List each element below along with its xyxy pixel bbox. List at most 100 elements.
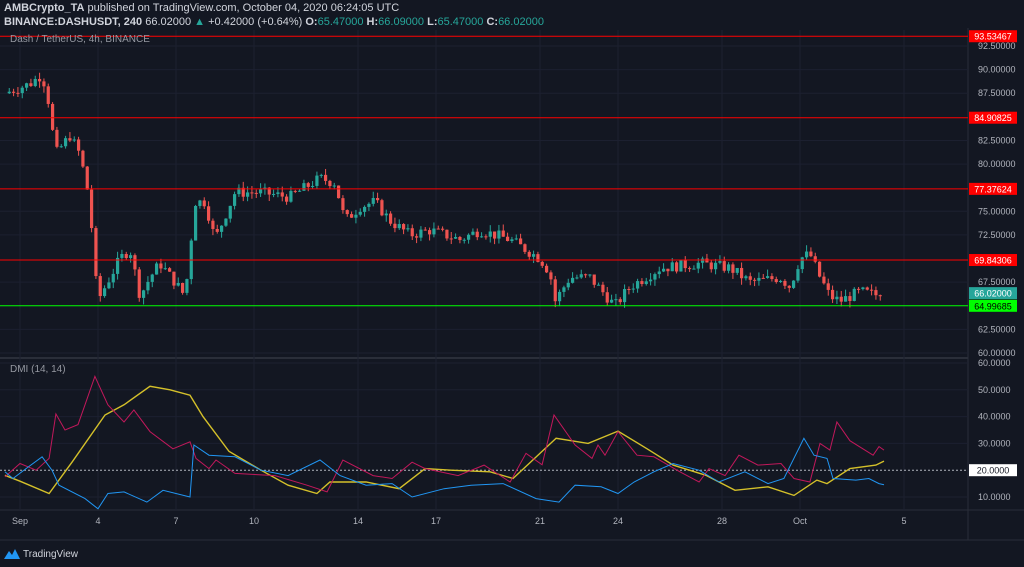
candle-body: [739, 267, 744, 279]
candle-body: [471, 231, 475, 235]
price-tick-label: 75.00000: [978, 206, 1016, 216]
candle-body: [397, 224, 401, 229]
candle-body: [445, 229, 449, 239]
candle-body: [258, 189, 263, 194]
candle-body: [692, 268, 696, 270]
candle-body: [778, 280, 783, 283]
candle-body: [830, 289, 835, 300]
close-label: C:: [486, 16, 499, 28]
last-price-label-bg: [969, 287, 1017, 300]
candle-body: [280, 192, 284, 197]
candle-body: [757, 277, 761, 281]
level-label-bg: [969, 254, 1017, 267]
candle-body: [276, 192, 280, 194]
level-label-bg: [969, 182, 1017, 195]
candle-body: [826, 283, 830, 290]
candle-body: [843, 296, 848, 302]
candle-body: [176, 283, 180, 286]
price-tick-label: 92.50000: [978, 41, 1016, 51]
candle-body: [514, 238, 518, 240]
dmi-tick-label: 60.0000: [978, 358, 1011, 368]
candle-body: [254, 192, 258, 194]
candle-body: [549, 272, 553, 280]
candle-body: [523, 244, 527, 252]
candle-body: [770, 276, 774, 280]
candle-body: [141, 290, 146, 298]
candle-body: [206, 206, 211, 221]
time-tick-label: 10: [249, 516, 259, 526]
candle-body: [293, 190, 297, 192]
candle-body: [817, 261, 822, 277]
last-price-label: 66.02000: [974, 289, 1012, 299]
open-value: 65.47000: [317, 16, 364, 28]
publisher-name[interactable]: AMBCrypto_TA: [4, 2, 85, 14]
candle-body: [865, 287, 869, 290]
candle-body: [341, 198, 345, 211]
candle-body: [458, 236, 462, 241]
candle-body: [848, 296, 852, 301]
candle-body: [76, 139, 81, 151]
price-tick-label: 90.00000: [978, 65, 1016, 75]
candle-body: [752, 279, 757, 281]
candle-body: [245, 192, 250, 197]
candle-body: [609, 299, 614, 303]
dmi-tick-label: 30.0000: [978, 438, 1011, 448]
candle-body: [670, 262, 674, 272]
high-label: H:: [366, 16, 379, 28]
candle-body: [536, 254, 540, 262]
candle-body: [46, 86, 50, 104]
candle-body: [375, 198, 380, 201]
candle-body: [323, 174, 328, 181]
candle-body: [592, 274, 596, 285]
candle-body: [267, 187, 271, 195]
candle-body: [661, 268, 666, 272]
tradingview-icon: [4, 549, 20, 559]
candle-body: [648, 279, 653, 282]
candle-body: [150, 274, 154, 282]
dmi-title[interactable]: DMI (14, 14): [10, 364, 66, 375]
time-tick-label: 24: [613, 516, 623, 526]
candle-body: [696, 262, 700, 269]
candle-body: [423, 229, 427, 231]
candle-body: [874, 290, 878, 296]
candle-body: [575, 277, 579, 279]
candle-body: [302, 183, 306, 191]
candle-body: [531, 254, 536, 257]
dmi-reference-label-bg: [969, 464, 1017, 477]
candle-body: [635, 281, 640, 289]
candle-body: [328, 180, 332, 187]
candle-body: [700, 258, 705, 263]
candle-body: [761, 277, 765, 279]
candle-body: [81, 150, 85, 167]
dmi-series-di-line: [4, 375, 885, 493]
pane-title: Dash / TetherUS, 4h, BINANCE: [10, 34, 150, 45]
candle-body: [401, 224, 406, 230]
candle-body: [835, 296, 839, 300]
price-tick-label: 82.50000: [978, 135, 1016, 145]
candle-body: [172, 271, 176, 286]
time-tick-label: 4: [95, 516, 100, 526]
candle-body: [380, 200, 384, 216]
time-tick-label: 28: [717, 516, 727, 526]
level-label: 77.37624: [974, 184, 1012, 194]
candle-body: [72, 139, 76, 141]
candle-body: [475, 231, 479, 238]
candle-body: [605, 292, 609, 303]
level-label-bg: [969, 111, 1017, 124]
candle-body: [120, 253, 124, 258]
candle-body: [427, 230, 432, 235]
candle-body: [193, 205, 198, 241]
candle-body: [384, 213, 388, 216]
candle-body: [410, 228, 414, 237]
price-tick-label: 72.50000: [978, 230, 1016, 240]
candle-body: [726, 264, 731, 271]
candle-body: [137, 269, 141, 298]
tradingview-logo[interactable]: TradingView: [4, 548, 78, 560]
candle-body: [856, 288, 861, 290]
time-tick-label: 21: [535, 516, 545, 526]
time-tick-label: 14: [353, 516, 363, 526]
candle-body: [791, 280, 796, 288]
candle-body: [453, 236, 458, 239]
candle-body: [63, 138, 68, 147]
